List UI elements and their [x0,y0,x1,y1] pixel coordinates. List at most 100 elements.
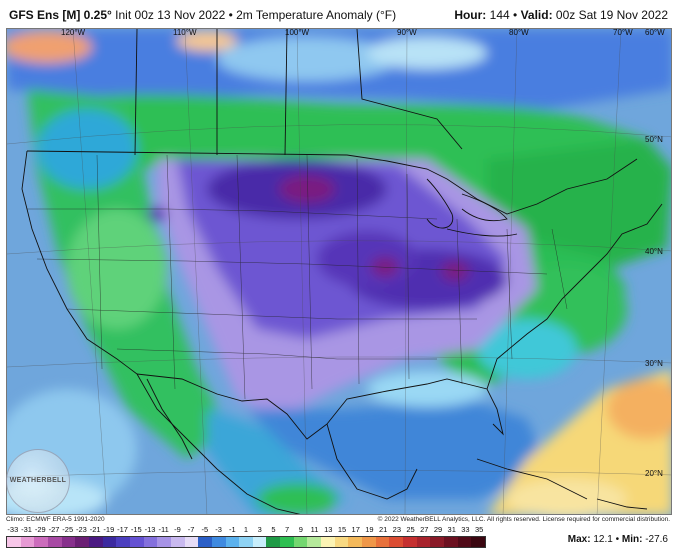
colorbar-swatch [239,537,253,547]
colorbar-tick-label: -19 [103,525,115,534]
colorbar-swatch [471,537,485,547]
header: GFS Ens [M] 0.25° Init 00z 13 Nov 2022 •… [0,0,680,28]
colorbar-tick-label: -29 [34,525,46,534]
colorbar-swatch [7,537,21,547]
colorbar-swatch [129,537,144,547]
lat-label-30n: 30°N [645,359,663,368]
lon-label-120w: 120°W [61,28,86,37]
colorbar-tick-label: 1 [243,525,249,534]
valid-label: Valid: [520,8,553,22]
colorbar-swatch [20,537,35,547]
climo-note: Climo: ECMWF ERA-5 1991-2020 [6,516,105,523]
lat-label-20n: 20°N [645,469,663,478]
colorbar-tick-label: -5 [201,525,209,534]
max-label: Max: [567,534,591,545]
colorbar-swatch [198,537,212,547]
min-label: Min: [621,534,643,545]
colorbar-swatch [211,537,226,547]
colorbar-tick-label: 35 [474,525,484,534]
colorbar-tick-label: -23 [76,525,87,534]
colorbar-swatch [389,537,404,547]
valid-separator: • [509,8,521,22]
colorbar-swatch [34,537,48,547]
colorbar-tick-label: 11 [310,525,319,534]
colorbar-tick-label: 17 [351,525,360,534]
colorbar-tick-label: -33 [7,525,19,534]
colorbar-swatch [102,537,117,547]
colorbar-tick-label: 21 [378,525,388,534]
colorbar-swatch [75,537,89,547]
hour-label: Hour: [454,8,487,22]
colorbar-tick-label: 19 [365,525,374,534]
colorbar-tick-label: -3 [215,525,222,534]
colorbar-swatch [457,537,472,547]
colorbar-tick-label: -13 [144,525,156,534]
lat-label-50n: 50°N [645,135,663,144]
colorbar-swatch [143,537,158,547]
state-borders [27,154,568,400]
colorbar-swatch [334,537,349,547]
colorbar-tick-label: 5 [271,525,276,534]
colorbar-swatch [47,537,62,547]
hour-value: 144 [489,8,510,22]
colorbar-swatch [307,537,322,547]
colorbar-tick-label: 23 [392,525,402,534]
init-time: Init 00z 13 Nov 2022 [115,8,226,22]
max-min-stats: Max: 12.1 • Min: -27.6 [568,534,668,545]
colorbar-legend: -33 -31 -29 -27 -25 -23 -21 -19 -17 -15 -13 -11 -9 -7… [6,525,486,550]
colorbar-swatch [266,537,281,547]
colorbar-tick-label: 25 [406,525,415,534]
title-separator: • [225,8,237,22]
logo-text: WEATHERBELL [9,477,67,484]
lon-label-90w: 90°W [397,28,417,37]
valid-time-info: Hour: 144 • Valid: 00z Sat 19 Nov 2022 [454,8,668,22]
colorbar-swatches [6,536,486,548]
colorbar-tick-label: 13 [324,525,333,534]
colorbar-swatch [293,537,308,547]
lon-label-70w: 70°W [613,28,633,37]
colorbar-tick-label: 27 [420,525,429,534]
map-title: GFS Ens [M] 0.25° Init 00z 13 Nov 2022 •… [9,8,396,22]
graticule [7,29,671,514]
colorbar-swatch [416,537,431,547]
temperature-anomaly-map[interactable]: 120°W 110°W 100°W 90°W 80°W 70°W 60°W 50… [6,28,672,515]
weatherbell-logo: WEATHERBELL [6,449,70,513]
lat-label-40n: 40°N [645,247,663,256]
colorbar-swatch [252,537,267,547]
stats-separator: • [612,534,622,545]
political-borders [21,29,663,514]
colorbar-tick-label: -25 [62,525,74,534]
lon-label-100w: 100°W [285,28,310,37]
colorbar-tick-label: -15 [130,525,142,534]
colorbar-swatch [430,537,444,547]
colorbar-swatch [321,537,335,547]
colorbar-tick-label: -1 [228,525,236,534]
colorbar-tick-label: 31 [447,525,456,534]
colorbar-tick-label: -21 [89,525,101,534]
lon-label-80w: 80°W [509,28,529,37]
colorbar-tick-label: -9 [174,525,181,534]
map-canvas [7,29,671,514]
colorbar-tick-label: -7 [187,525,195,534]
field-name: 2m Temperature Anomaly (°F) [236,8,397,22]
colorbar-swatch [157,537,171,547]
colorbar-tick-label: 29 [433,525,443,534]
colorbar-swatch [280,537,294,547]
min-value: -27.6 [645,534,668,545]
colorbar-tick-label: 3 [257,525,262,534]
colorbar-swatch [116,537,130,547]
colorbar-swatch [225,537,240,547]
colorbar-tick-label: -31 [21,525,32,534]
colorbar-tick-label: 33 [461,525,470,534]
colorbar-swatch [375,537,390,547]
colorbar-swatch [444,537,458,547]
colorbar-swatch [184,537,199,547]
colorbar-tick-label: 15 [337,525,347,534]
colorbar-swatch [362,537,376,547]
lon-label-60w: 60°W [645,28,665,37]
colorbar-tick-label: -27 [48,525,60,534]
colorbar-swatch [88,537,103,547]
colorbar-tick-label: 7 [285,525,290,534]
copyright-note: © 2022 WeatherBELL Analytics, LLC. All r… [377,516,670,523]
lon-label-110w: 110°W [173,28,197,37]
